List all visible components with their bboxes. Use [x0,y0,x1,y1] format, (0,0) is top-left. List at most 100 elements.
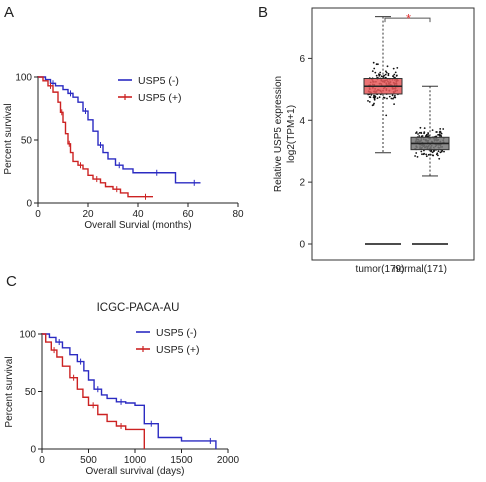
panel-b-data-point [387,74,390,77]
panel-b-data-point [367,100,369,102]
panel-b-data-point [418,135,421,137]
panel-b-data-point [377,63,379,66]
panel-b-data-point [380,75,383,78]
panel-b-data-point [423,131,426,134]
panel-c-legend-label-usp5-pos: USP5 (+) [156,344,199,356]
panel-b-y-tick-label: 4 [299,116,305,127]
panel-b-y-axis-label-line2: log2(TPM+1) [286,105,297,163]
panel-b-data-point [375,74,378,77]
panel-b-data-point [393,76,396,79]
panel-c-x-tick-label: 0 [39,455,45,466]
panel-b-data-point [438,157,441,160]
panel-c-x-tick-label: 1500 [170,455,193,466]
panel-label-b: B [258,4,268,21]
panel-b-data-point [418,132,421,134]
panel-a-curve-usp5-pos [38,76,153,198]
panel-b-data-point [392,75,394,78]
panel-b-data-point [414,155,416,157]
panel-b-data-point [374,71,377,74]
panel-b-data-point [435,153,438,156]
panel-b-data-point [423,127,426,129]
panel-b-data-point [375,63,378,66]
panel-b-data-point [386,65,389,68]
panel-b-data-point [372,96,375,99]
panel-b-data-point [425,155,428,158]
panel-b-significance-bracket [384,17,431,23]
panel-a-x-axis-label: Overall Survial (months) [84,220,191,231]
panel-b-data-point [415,131,418,134]
panel-c-x-tick-label: 500 [80,455,97,466]
panel-b-data-point [378,96,381,99]
panel-c-y-tick-label: 0 [30,445,36,456]
panel-b-data-point [385,114,388,117]
panel-b-data-point [376,97,379,100]
panel-c-survival-chart: ICGC-PACA-AU Percent survival Overall su… [4,302,240,477]
panel-b-data-point [417,133,419,135]
panel-b-plot-frame [311,7,475,261]
panel-b-data-point [373,95,376,97]
panel-b-data-point [440,135,443,138]
panel-b-data-point [439,127,442,130]
panel-b-data-point [393,96,396,99]
panel-b-data-point [368,96,371,98]
panel-b-data-point [425,153,427,156]
panel-b-data-point [385,70,387,73]
panel-b-data-point [396,67,399,69]
panel-b-data-point [392,97,394,100]
panel-b-data-point [390,97,393,100]
panel-a-y-tick-label: 100 [15,73,32,84]
panel-a-curve-usp5-neg [38,76,201,184]
panel-b-data-point [373,97,376,100]
panel-c-x-axis-label: Overall survival (days) [86,466,185,477]
panel-b-y-tick-label: 0 [299,240,305,251]
panel-b-data-point [391,94,394,97]
panel-a-survival-chart: Percent survival Overall Survial (months… [3,73,244,232]
panel-b-data-point [378,73,380,76]
panel-b-data-point [423,152,425,155]
panel-a-legend-label-usp5-neg: USP5 (-) [138,75,179,87]
panel-b-data-point [440,132,443,135]
panel-c-curve-usp5-pos [42,333,145,449]
panel-b-data-point [385,71,388,74]
panel-b-data-point [368,101,371,103]
panel-b-x-category-label: tumor(179) [356,264,405,275]
panel-b-data-point [441,149,444,152]
panel-b-data-point [392,67,395,70]
panel-b-data-point [393,103,395,105]
panel-a-y-tick-label: 50 [21,136,33,147]
panel-a-x-tick-label: 20 [82,209,94,220]
panel-b-data-point [379,71,382,74]
panel-c-legend-label-usp5-neg: USP5 (-) [156,327,197,339]
panel-b-data-point [427,132,429,134]
panel-b-data-point [388,95,391,98]
panel-b-data-point [372,104,375,106]
panel-b-data-point [419,126,422,129]
panel-b-data-point [420,150,423,153]
panel-b-data-point [416,156,419,158]
panel-label-c: C [6,273,17,290]
panel-b-data-point [421,153,423,156]
panel-b-data-point [431,129,434,132]
panel-c-x-tick-label: 2000 [217,455,240,466]
panel-b-significance-star: * [406,11,411,26]
panel-c-y-axis-label: Percent survival [4,356,15,427]
panel-c-x-tick-label: 1000 [124,455,147,466]
panel-b-data-point [382,96,385,99]
panel-b-data-point [432,154,435,157]
panel-b-data-point [387,72,390,75]
panel-b-data-point [383,74,385,77]
panel-b-data-point [394,71,397,74]
panel-b-y-tick-label: 6 [299,54,305,65]
panel-b-data-point [439,151,442,154]
panel-b-data-point [436,131,438,133]
panel-a-legend-label-usp5-pos: USP5 (+) [138,92,181,104]
panel-b-data-point [427,153,430,156]
panel-b-data-point [431,151,434,154]
panel-a-x-tick-label: 0 [35,209,41,220]
panel-b-data-point [373,67,376,70]
panel-c-y-tick-label: 100 [19,330,36,341]
panel-a-x-tick-label: 60 [182,209,194,220]
panel-b-data-point [371,70,374,72]
panel-b-data-point [433,150,435,153]
